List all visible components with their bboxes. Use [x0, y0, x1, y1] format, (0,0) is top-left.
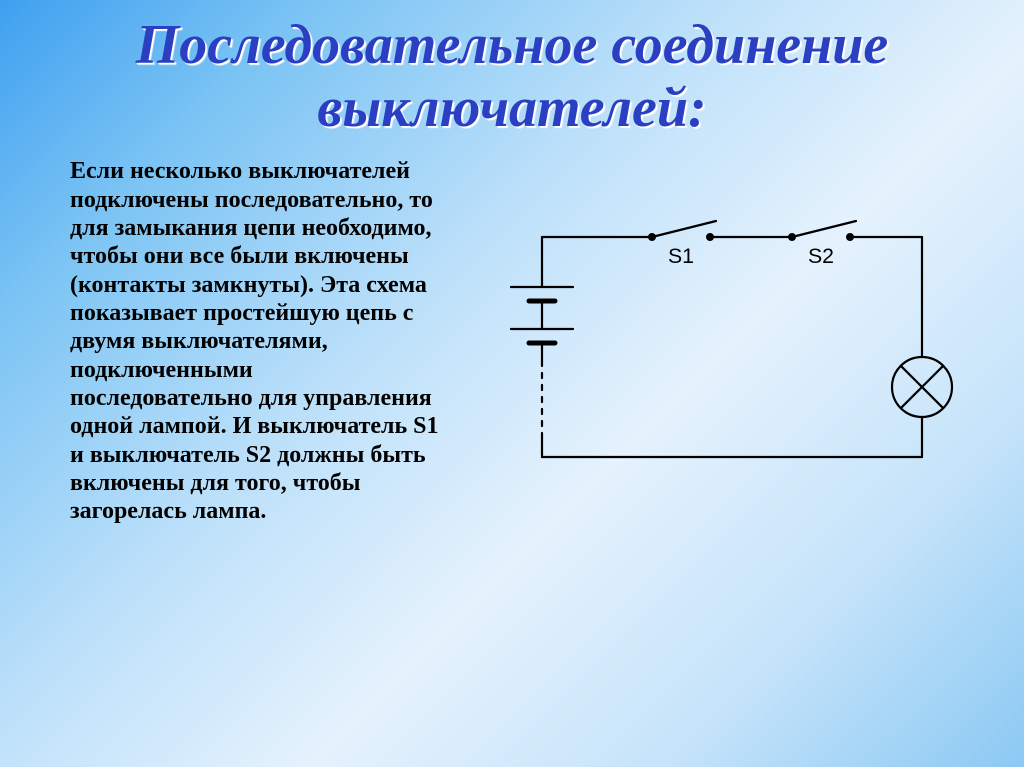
svg-text:S1: S1 — [668, 244, 694, 268]
svg-text:S2: S2 — [808, 244, 834, 268]
page-title: Последовательное соединение выключателей… — [0, 0, 1024, 139]
body-paragraph: Если несколько выключателей подключены п… — [70, 157, 440, 525]
diagram-container: S1 S2 — [470, 157, 994, 517]
content-row: Если несколько выключателей подключены п… — [0, 139, 1024, 525]
circuit-diagram: S1 S2 — [502, 197, 962, 517]
